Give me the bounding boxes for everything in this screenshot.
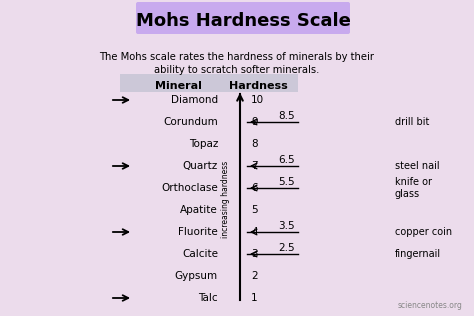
Text: sciencenotes.org: sciencenotes.org bbox=[397, 301, 462, 310]
Text: Gypsum: Gypsum bbox=[175, 271, 218, 281]
Text: 6: 6 bbox=[251, 183, 258, 193]
FancyBboxPatch shape bbox=[136, 2, 350, 34]
Text: Mohs Hardness Scale: Mohs Hardness Scale bbox=[136, 12, 350, 30]
Text: drill bit: drill bit bbox=[395, 117, 429, 127]
Text: increasing hardness: increasing hardness bbox=[221, 161, 230, 238]
Text: Corundum: Corundum bbox=[163, 117, 218, 127]
FancyBboxPatch shape bbox=[120, 74, 298, 92]
Text: Quartz: Quartz bbox=[183, 161, 218, 171]
Text: Diamond: Diamond bbox=[171, 95, 218, 105]
Text: copper coin: copper coin bbox=[395, 227, 452, 237]
Text: 3.5: 3.5 bbox=[278, 221, 295, 231]
Text: Orthoclase: Orthoclase bbox=[161, 183, 218, 193]
Text: 2.5: 2.5 bbox=[278, 243, 295, 253]
Text: 9: 9 bbox=[251, 117, 258, 127]
Text: Hardness: Hardness bbox=[228, 81, 287, 91]
Text: 8.5: 8.5 bbox=[278, 111, 295, 121]
Text: Topaz: Topaz bbox=[189, 139, 218, 149]
Text: 1: 1 bbox=[251, 293, 258, 303]
Text: 4: 4 bbox=[251, 227, 258, 237]
Text: knife or
glass: knife or glass bbox=[395, 177, 432, 199]
Text: 10: 10 bbox=[251, 95, 264, 105]
Text: The Mohs scale rates the hardness of minerals by their
ability to scratch softer: The Mohs scale rates the hardness of min… bbox=[100, 52, 374, 75]
Text: 2: 2 bbox=[251, 271, 258, 281]
Text: 8: 8 bbox=[251, 139, 258, 149]
Text: Apatite: Apatite bbox=[180, 205, 218, 215]
Text: 5.5: 5.5 bbox=[278, 177, 295, 187]
Text: 5: 5 bbox=[251, 205, 258, 215]
Text: Fluorite: Fluorite bbox=[178, 227, 218, 237]
Text: Talc: Talc bbox=[199, 293, 218, 303]
Text: 7: 7 bbox=[251, 161, 258, 171]
Text: Mineral: Mineral bbox=[155, 81, 201, 91]
Text: 3: 3 bbox=[251, 249, 258, 259]
Text: steel nail: steel nail bbox=[395, 161, 439, 171]
Text: 6.5: 6.5 bbox=[278, 155, 295, 165]
Text: Calcite: Calcite bbox=[182, 249, 218, 259]
Text: fingernail: fingernail bbox=[395, 249, 441, 259]
